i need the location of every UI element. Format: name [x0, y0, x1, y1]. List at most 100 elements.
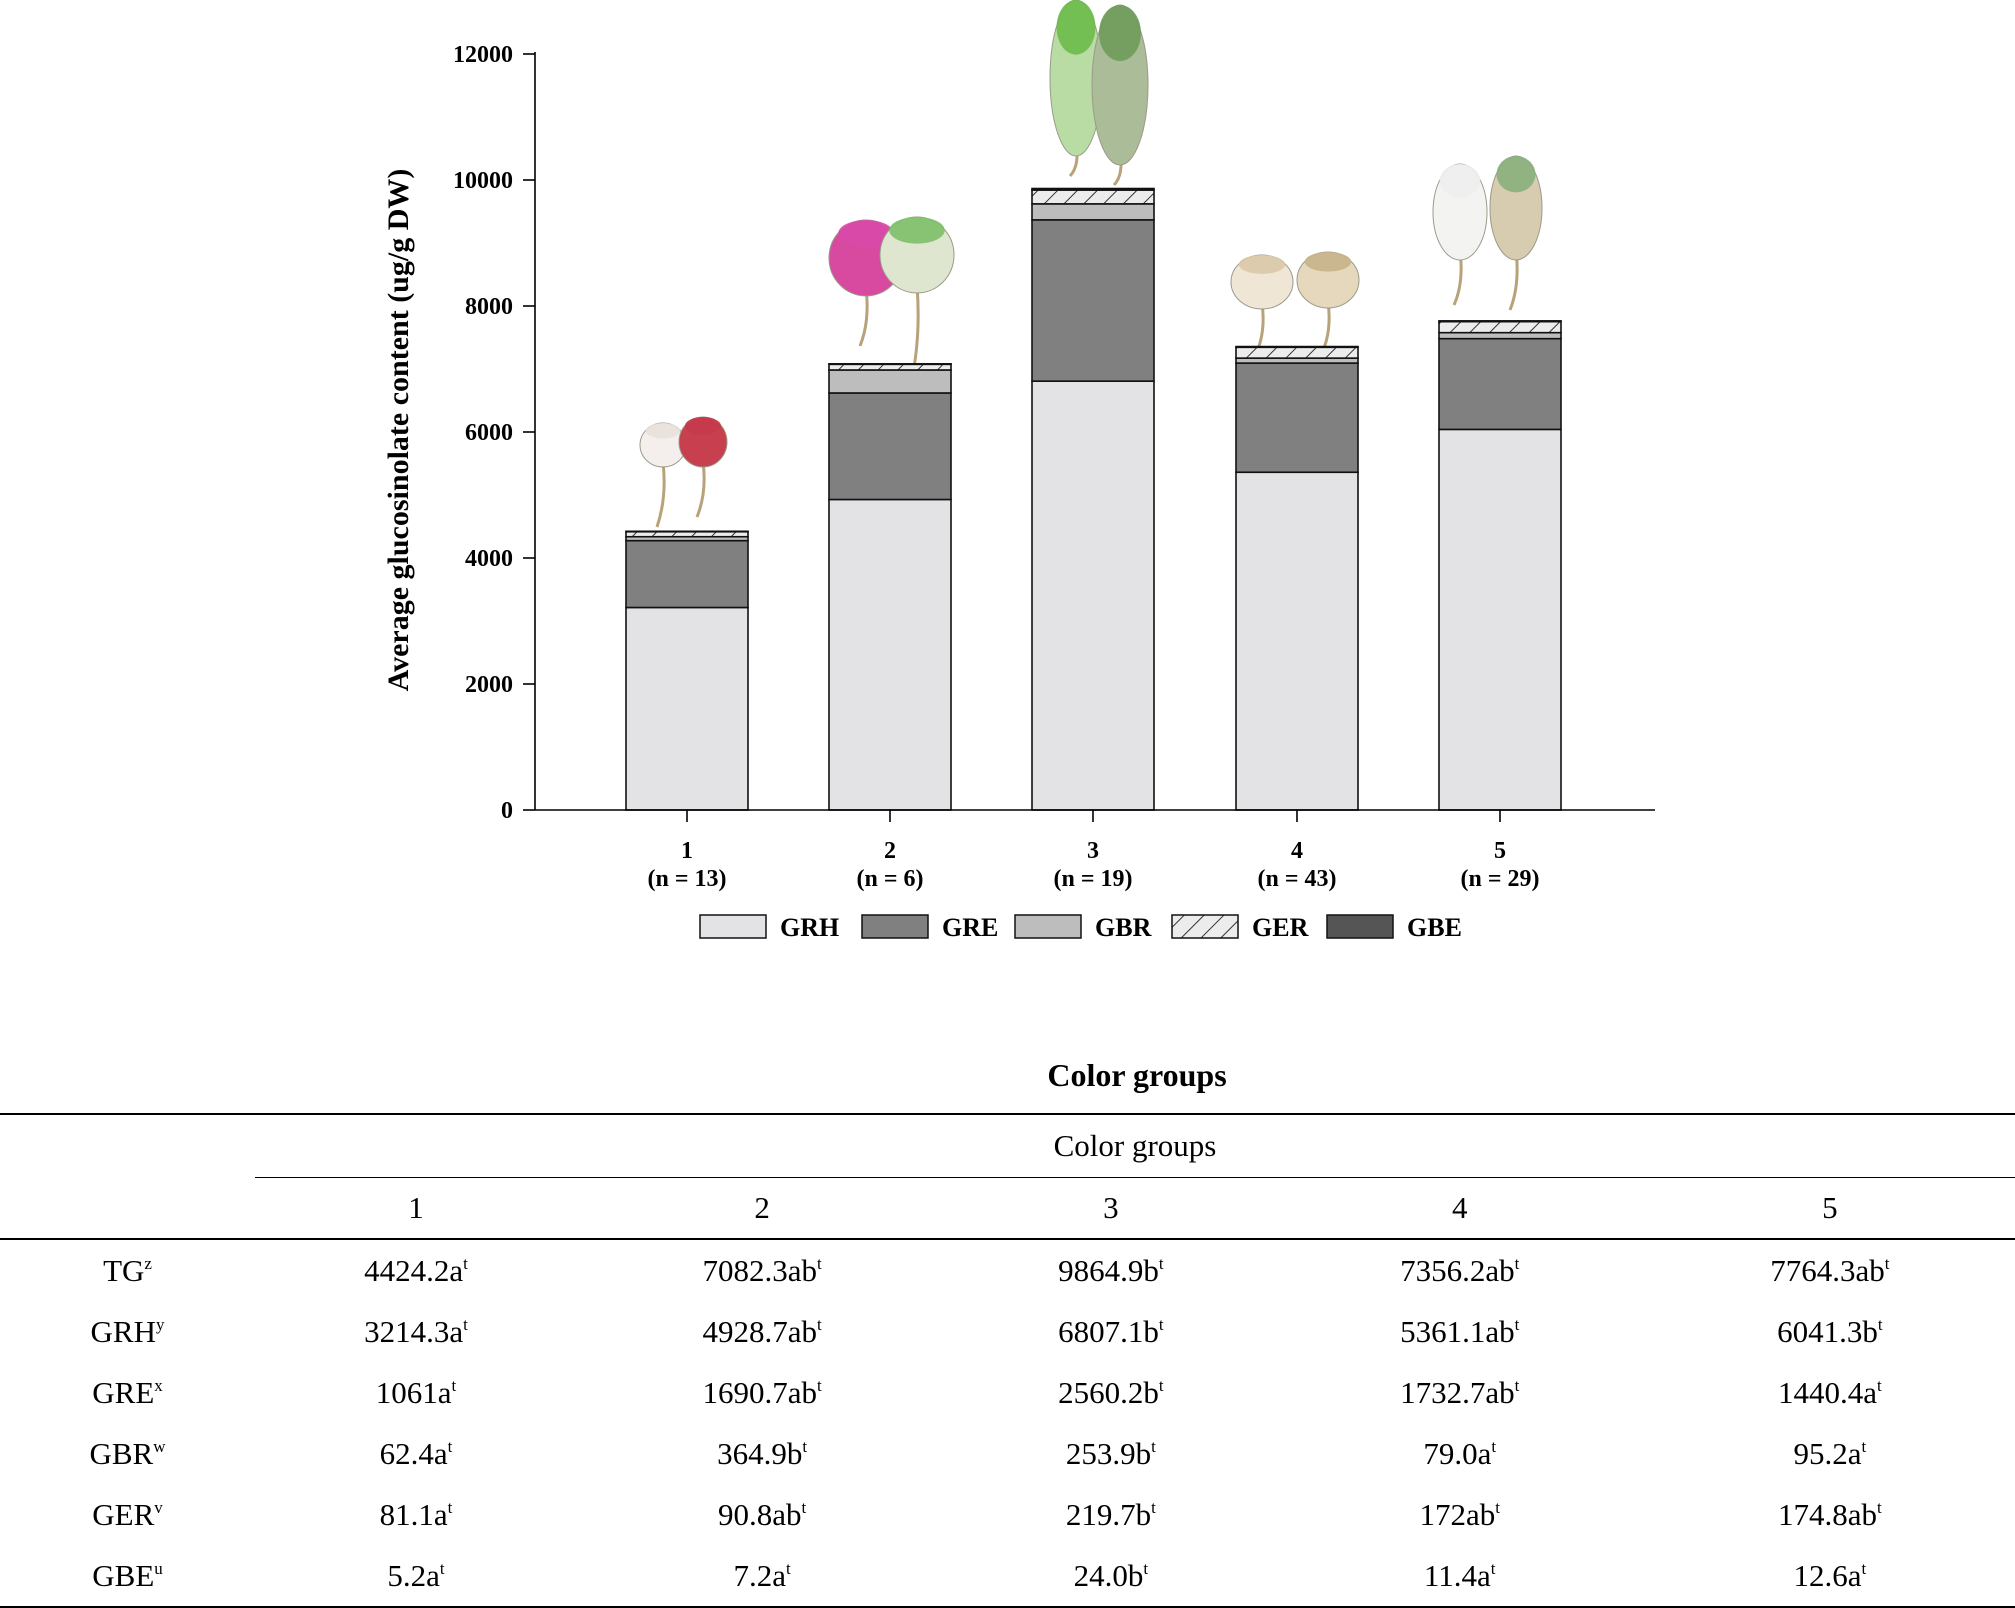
bar-gbr-group-2: [828, 369, 952, 394]
radish-root: [695, 461, 706, 518]
table-body: TGz 4424.2at 7082.3abt 9864.9bt 7356.2abt 776…: [0, 1239, 2015, 1608]
row-label-superscript: y: [155, 1314, 165, 1334]
table-cell: 12.6at: [1644, 1545, 2015, 1608]
radish-top: [1056, 0, 1096, 55]
table-cell: 172abt: [1275, 1484, 1645, 1545]
table-cell: 6807.1bt: [947, 1301, 1274, 1362]
row-label-text: GRE: [92, 1374, 155, 1410]
radish-image-group-1: [639, 416, 728, 528]
table-cell: 95.2at: [1645, 1423, 2015, 1484]
row-label-superscript: x: [154, 1375, 163, 1395]
cell-superscript: t: [1884, 1253, 1890, 1273]
cell-superscript: t: [1861, 1436, 1867, 1456]
bar-grh-group-1: [625, 606, 749, 811]
legend-swatch-ger: [1171, 914, 1239, 939]
cell-value: 1440.4a: [1778, 1374, 1878, 1410]
cell-value: 7.2a: [733, 1557, 787, 1593]
table-corner-cell: [0, 1113, 255, 1178]
table-cell: 11.4at: [1274, 1545, 1645, 1608]
cell-value: 253.9b: [1065, 1435, 1152, 1471]
cell-superscript: t: [439, 1558, 445, 1578]
radish-root: [1320, 302, 1331, 354]
cell-value: 4928.7ab: [702, 1313, 818, 1349]
table-cell: 1690.7abt: [577, 1362, 947, 1423]
bar-ger-group-3: [1031, 189, 1155, 205]
column-header-4: 4: [1274, 1177, 1645, 1240]
cell-value: 172ab: [1419, 1496, 1496, 1532]
cell-superscript: t: [1514, 1314, 1520, 1334]
bar-gbr-group-5: [1438, 331, 1562, 340]
cell-superscript: t: [463, 1314, 468, 1334]
x-tick-label: 3: [1087, 838, 1099, 864]
row-label-superscript: v: [154, 1497, 163, 1517]
bar-gbe-group-5: [1438, 320, 1562, 323]
cell-value: 24.0b: [1073, 1557, 1144, 1593]
cell-value: 81.1a: [379, 1496, 448, 1532]
cell-value: 174.8ab: [1778, 1496, 1878, 1532]
cell-superscript: t: [1151, 1436, 1156, 1456]
table-cell: 1061at: [255, 1362, 577, 1423]
cell-superscript: t: [1495, 1497, 1500, 1517]
x-tick-count-label: (n = 29): [1460, 866, 1539, 892]
row-label-grh: GRHy: [0, 1301, 255, 1362]
table-row: GRHy 3214.3at 4928.7abt 6807.1bt 5361.1abt 60…: [0, 1301, 2015, 1362]
y-tick-label: 2000: [465, 672, 513, 698]
data-table: Color groups 1 2 3 4 5 TGz 4424.2at 7082.3…: [0, 1113, 2015, 1608]
cell-value: 1061a: [375, 1374, 452, 1410]
radish-image-group-2: [828, 216, 955, 384]
cell-value: 90.8ab: [718, 1496, 802, 1532]
table-column-row: 1 2 3 4 5: [0, 1177, 2015, 1240]
row-label-text: GRH: [90, 1313, 156, 1349]
table-cell: 3214.3at: [255, 1301, 577, 1362]
cell-superscript: t: [1158, 1375, 1164, 1395]
cell-value: 1690.7ab: [702, 1374, 818, 1410]
legend-label-gbe: GBE: [1407, 913, 1462, 942]
column-header-3: 3: [947, 1177, 1275, 1240]
cell-value: 95.2a: [1793, 1435, 1862, 1471]
x-axis-label: Color groups: [1047, 1057, 1226, 1093]
radish-top: [1304, 251, 1352, 272]
cell-superscript: t: [1877, 1375, 1882, 1395]
legend-label-grh: GRH: [780, 913, 839, 942]
x-tick-label: 1: [681, 838, 693, 864]
table-cell: 5.2at: [255, 1545, 578, 1608]
table-cell: 24.0bt: [947, 1545, 1275, 1608]
x-tick-label: 4: [1291, 838, 1303, 864]
stacked-bar-chart: 0 2000 4000 6000 8000 10000 12000 1 (n = 13) 2 (n …: [382, 0, 1655, 1093]
radish-top: [838, 220, 894, 247]
cell-superscript: t: [817, 1253, 822, 1273]
bar-gre-group-2: [828, 392, 952, 501]
cell-superscript: t: [1877, 1314, 1883, 1334]
radish-top: [1099, 5, 1141, 61]
bar-grh-group-2: [828, 498, 952, 811]
cell-superscript: t: [801, 1497, 807, 1517]
x-tick-label: 5: [1494, 838, 1506, 864]
cell-value: 1732.7ab: [1400, 1374, 1515, 1410]
table-cell: 7764.3abt: [1645, 1239, 2015, 1301]
cell-superscript: t: [1490, 1558, 1496, 1578]
legend-label-gbr: GBR: [1095, 913, 1152, 942]
y-tick-label: 12000: [453, 42, 513, 68]
cell-superscript: t: [447, 1497, 453, 1517]
table-row: GERv 81.1at 90.8abt 219.7bt 172abt 174.8abt: [0, 1484, 2015, 1545]
table-cell: 79.0at: [1275, 1423, 1645, 1484]
bar-gbr-group-3: [1031, 203, 1155, 221]
cell-superscript: t: [802, 1436, 808, 1456]
cell-value: 3214.3a: [364, 1313, 464, 1349]
table-cell: 7356.2abt: [1275, 1239, 1645, 1301]
row-label-text: GBE: [92, 1557, 155, 1593]
cell-value: 6041.3b: [1777, 1313, 1878, 1349]
legend-swatch-gbr: [1014, 914, 1082, 939]
row-label-superscript: z: [144, 1253, 152, 1273]
bar-gre-group-1: [625, 539, 749, 609]
cell-superscript: t: [1143, 1558, 1149, 1578]
row-label-text: TG: [103, 1252, 145, 1288]
cell-value: 62.4a: [379, 1435, 448, 1471]
table-cell: 62.4at: [255, 1423, 577, 1484]
column-header-2: 2: [577, 1177, 948, 1240]
row-label-tg: TGz: [0, 1239, 255, 1301]
row-label-superscript: u: [154, 1558, 163, 1578]
cell-superscript: t: [1491, 1436, 1497, 1456]
row-label-gbe: GBEu: [0, 1545, 255, 1608]
